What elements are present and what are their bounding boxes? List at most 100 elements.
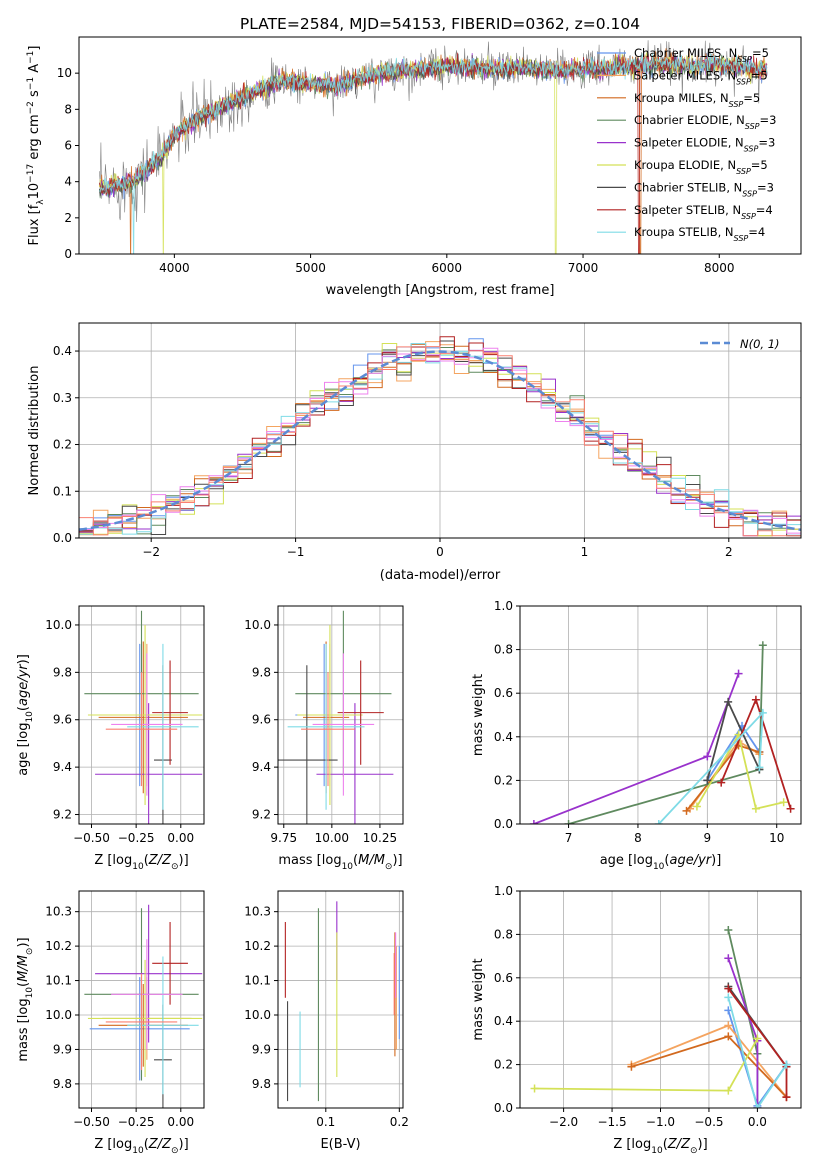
weight-marker [753, 1034, 762, 1043]
x-tick-label: 7 [565, 831, 573, 845]
legend-value: =5 [751, 68, 768, 82]
legend-sub: SSP [742, 189, 757, 198]
y-tick-label: 9.4 [252, 760, 271, 774]
axes-frame-group: 4000 5000 6000 7000 8000 0 2 4 6 8 10 Chabrier MILE… [57, 36, 802, 275]
x-tick-label: 9 [704, 831, 712, 845]
weight-line-kroupa-stelib [727, 997, 788, 1108]
x-tick-label: −2 [142, 545, 160, 559]
y-tick-label: 0.3 [53, 391, 72, 405]
legend-name: Kroupa ELODIE, N [634, 158, 736, 172]
x-tick-label: 8 [634, 831, 642, 845]
weight-marker [724, 697, 733, 706]
weight-marker [703, 752, 712, 761]
weight-line-salpeter-elodie [533, 673, 740, 824]
age-vs-z-panel: −0.50 −0.25 0.00 9.2 9.4 9.6 9.8 10.0 Z [log10(Z… [16, 605, 205, 872]
x-tick-label: 10.00 [315, 831, 349, 845]
axes-frame-group: 7 8 9 10 0.0 0.2 0.4 0.6 0.8 1.0 [494, 599, 802, 845]
y-tick-label: 1.0 [494, 884, 513, 898]
x-tick-label: 0.0 [748, 1115, 767, 1129]
legend-name: Salpeter ELODIE, N [634, 136, 744, 150]
y-tick-label: 9.9 [53, 1042, 72, 1056]
legend-value: =4 [756, 203, 773, 217]
mass-vs-z-panel: −0.50 −0.25 0.00 9.8 9.9 10.0 10.1 10.2 10.3 Z [l… [16, 890, 205, 1156]
age-vs-mass-panel: 9.75 10.00 10.25 9.2 9.4 9.6 9.8 10.0 mass [log1… [244, 605, 404, 872]
x-axis-label: wavelength [Angstrom, rest frame] [326, 283, 555, 298]
axes-frame-group: −2.0 −1.5 −1.0 −0.5 0.0 0.0 0.2 0.4 0.6 0.8 1.0 [494, 884, 802, 1129]
plot-area [529, 641, 795, 824]
y-tick-label: 0.0 [494, 817, 513, 831]
x-axis-label: Z [log10(Z/Z⊙)] [94, 853, 188, 872]
weight-marker [724, 1021, 733, 1030]
y-axis-label: mass weight [471, 674, 486, 756]
legend-label: Salpeter STELIB, NSSP=4 [634, 203, 773, 221]
legend-label: Chabrier STELIB, NSSP=3 [634, 180, 774, 198]
x-tick-label: 0 [436, 545, 444, 559]
legend-label: Kroupa STELIB, NSSP=4 [634, 225, 765, 243]
weight-marker [779, 798, 788, 807]
y-tick-label: 0.2 [53, 438, 72, 452]
legend-value: =3 [757, 180, 774, 194]
weight-marker [724, 993, 733, 1002]
legend-name: Kroupa MILES, N [634, 91, 729, 105]
legend-name: Salpeter STELIB, N [634, 203, 741, 217]
x-axis-label: age [log10(age/yr)] [600, 853, 722, 872]
legend-sub: SSP [737, 55, 752, 64]
y-tick-label: 10.1 [45, 974, 72, 988]
weight-line-chabrier-elodie [568, 645, 764, 824]
x-tick-label: 10 [769, 831, 784, 845]
x-tick-label: 0.00 [167, 831, 194, 845]
weight-marker [758, 708, 767, 717]
y-tick-label: 9.9 [252, 1042, 271, 1056]
y-tick-label: 10.2 [244, 939, 271, 953]
weight-marker [751, 804, 760, 813]
legend-value: =4 [748, 225, 765, 239]
weight-marker [724, 984, 733, 993]
y-axis-label: mass weight [471, 958, 486, 1040]
legend-name: Chabrier STELIB, N [634, 180, 742, 194]
y-tick-label: 0.8 [494, 643, 513, 657]
y-tick-label: 0.2 [494, 773, 513, 787]
x-tick-label: 0.2 [390, 1115, 409, 1129]
legend-value: =5 [752, 46, 769, 60]
weight-marker [782, 1060, 791, 1069]
legend-value: =5 [743, 91, 760, 105]
y-axis-label: age [log10(age/yr)] [16, 654, 35, 776]
y-tick-label: 10 [57, 66, 72, 80]
x-tick-label: −1 [287, 545, 305, 559]
x-tick-label: 10.25 [363, 831, 397, 845]
weight-marker [786, 804, 795, 813]
y-tick-label: 9.2 [252, 808, 271, 822]
weight-vs-z-panel: −2.0 −1.5 −1.0 −0.5 0.0 0.0 0.2 0.4 0.6 0.8 1.0 Z [… [471, 884, 802, 1156]
y-tick-label: 0.6 [494, 686, 513, 700]
legend-label: Kroupa ELODIE, NSSP=5 [634, 158, 768, 176]
weight-marker [724, 954, 733, 963]
residuals-panel: −2 −1 0 1 2 0.0 0.1 0.2 0.3 0.4 N(0, 1) (data-model… [27, 322, 802, 583]
legend-label: Kroupa MILES, NSSP=5 [634, 91, 760, 109]
figure-title: PLATE=2584, MJD=54153, FIBERID=0362, z=0… [240, 15, 640, 33]
x-tick-label: −0.25 [118, 831, 155, 845]
weight-marker [724, 1086, 733, 1095]
legend-label: Chabrier MILES, NSSP=5 [634, 46, 769, 64]
y-tick-label: 0.4 [494, 1014, 513, 1028]
axes-frame [519, 605, 802, 825]
y-tick-label: 1.0 [494, 599, 513, 613]
x-tick-label: 4000 [159, 261, 190, 275]
weight-marker [627, 1062, 636, 1071]
y-tick-label: 9.8 [252, 1077, 271, 1091]
legend-sub: SSP [736, 167, 751, 176]
x-tick-label: 9.75 [270, 831, 297, 845]
legend-sub: SSP [734, 234, 749, 243]
y-tick-label: 4 [64, 175, 72, 189]
y-tick-label: 0.1 [53, 484, 72, 498]
plot-area [284, 901, 400, 1102]
y-tick-label: 9.8 [252, 665, 271, 679]
normal-curve [79, 350, 801, 532]
x-tick-label: 7000 [568, 261, 599, 275]
residual-histogram-extra_salmon [79, 346, 801, 537]
spectrum-legend: Chabrier MILES, NSSP=5 Salpeter MILES, NS… [597, 46, 776, 243]
legend-label: Salpeter MILES, NSSP=5 [634, 68, 768, 86]
y-tick-label: 0.6 [494, 971, 513, 985]
y-tick-label: 10.3 [244, 905, 271, 919]
y-tick-label: 0.8 [494, 927, 513, 941]
